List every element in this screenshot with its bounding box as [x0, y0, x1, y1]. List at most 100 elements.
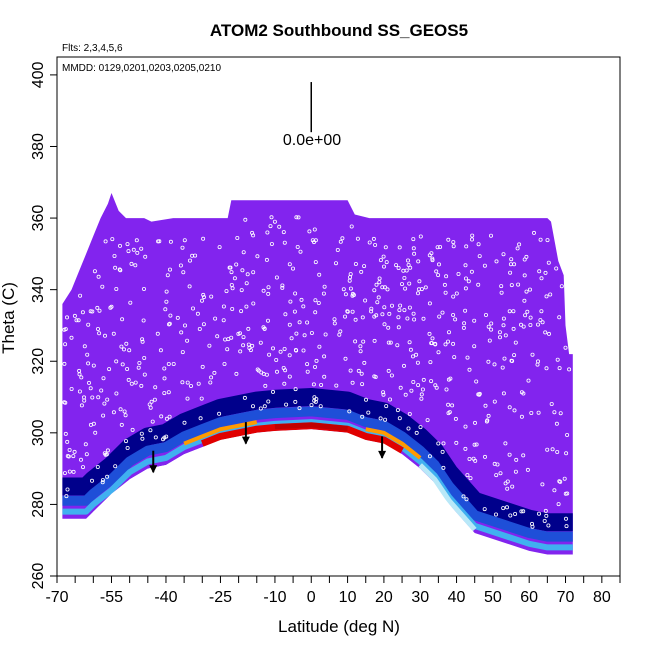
sample-marker — [71, 454, 76, 459]
sample-marker — [497, 335, 502, 340]
sample-marker — [509, 257, 514, 262]
sample-marker — [512, 262, 517, 267]
sample-marker — [371, 236, 376, 241]
sample-marker — [137, 360, 142, 365]
sample-marker — [377, 276, 382, 281]
sample-marker — [554, 421, 559, 426]
sample-marker — [313, 260, 318, 265]
sample-marker — [363, 298, 368, 303]
sample-marker — [296, 215, 301, 220]
x-tick-label: 30 — [411, 589, 429, 606]
sample-marker — [153, 385, 158, 390]
sample-marker — [318, 404, 323, 409]
sample-marker — [445, 339, 450, 344]
sample-marker — [408, 347, 413, 352]
sample-marker — [446, 330, 451, 335]
sample-marker — [505, 486, 510, 491]
sample-marker — [263, 383, 268, 388]
sample-marker — [259, 370, 264, 375]
sample-marker — [386, 368, 391, 373]
sample-marker — [193, 253, 198, 258]
sample-marker — [62, 471, 67, 476]
sample-marker — [397, 308, 402, 313]
sample-marker — [407, 305, 412, 310]
arrow-head — [241, 436, 250, 445]
sample-marker — [229, 270, 234, 275]
sample-marker — [230, 306, 235, 311]
sample-marker — [118, 268, 123, 273]
sample-marker — [555, 449, 560, 454]
x-tick-label: 40 — [448, 589, 466, 606]
sample-marker — [199, 298, 204, 303]
sample-marker — [552, 410, 557, 415]
sample-marker — [398, 303, 403, 308]
x-tick-label: 10 — [339, 589, 357, 606]
sample-marker — [278, 349, 283, 354]
sample-marker — [103, 333, 108, 338]
sample-marker — [221, 318, 226, 323]
field-pale-cyan-edge — [418, 463, 477, 532]
sample-marker — [414, 430, 419, 435]
sample-marker — [539, 276, 544, 281]
sample-marker — [501, 316, 506, 321]
sample-marker — [477, 254, 482, 259]
sample-marker — [503, 441, 508, 446]
sample-marker — [350, 309, 355, 314]
sample-marker — [307, 229, 312, 234]
sample-marker — [494, 259, 499, 264]
sample-marker — [118, 407, 123, 412]
sample-marker — [80, 310, 85, 315]
sample-marker — [79, 457, 84, 462]
sample-marker — [380, 285, 385, 290]
sample-marker — [86, 322, 91, 327]
sample-marker — [512, 408, 517, 413]
sample-marker — [497, 330, 502, 335]
sample-marker — [150, 419, 155, 424]
sample-marker — [312, 227, 317, 232]
sample-marker — [502, 356, 507, 361]
sample-marker — [447, 410, 452, 415]
sample-marker — [312, 395, 317, 400]
sample-marker — [282, 381, 287, 386]
sample-marker — [91, 363, 96, 368]
sample-marker — [374, 313, 379, 318]
sample-marker — [470, 233, 475, 238]
field-layer — [58, 193, 573, 555]
sample-marker — [201, 295, 206, 300]
sample-marker — [168, 313, 173, 318]
sample-marker — [467, 367, 472, 372]
sample-marker — [309, 403, 314, 408]
sample-marker — [82, 398, 87, 403]
sample-marker — [454, 291, 459, 296]
sample-marker — [558, 479, 563, 484]
sample-marker — [362, 360, 367, 365]
sample-marker — [419, 396, 424, 401]
sample-marker — [530, 352, 535, 357]
x-tick-label: 50 — [484, 589, 502, 606]
sample-marker — [236, 331, 241, 336]
sample-marker — [71, 469, 76, 474]
sample-marker — [483, 403, 488, 408]
sample-marker — [293, 387, 298, 392]
sample-marker — [72, 449, 77, 454]
field-orange-edge-north — [365, 427, 422, 460]
sample-marker — [274, 357, 279, 362]
sample-marker — [209, 294, 214, 299]
sample-marker — [472, 318, 477, 323]
sample-marker — [353, 339, 358, 344]
sample-marker — [100, 480, 105, 485]
sample-marker — [234, 371, 239, 376]
sample-marker — [280, 283, 285, 288]
sample-marker — [522, 298, 527, 303]
sample-marker — [130, 427, 135, 432]
sample-marker — [127, 348, 132, 353]
sample-marker — [450, 403, 455, 408]
sample-marker — [538, 237, 543, 242]
sample-marker — [499, 290, 504, 295]
sample-marker — [562, 476, 567, 481]
sample-marker — [134, 238, 139, 243]
sample-marker — [250, 343, 255, 348]
sample-marker — [305, 362, 310, 367]
sample-marker — [343, 292, 348, 297]
sample-marker — [476, 242, 481, 247]
